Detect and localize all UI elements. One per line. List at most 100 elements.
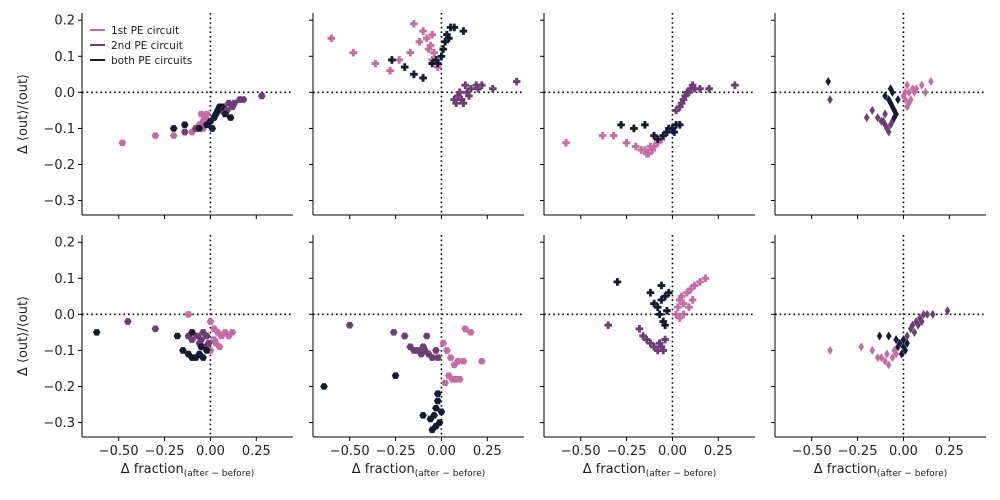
data-point (452, 99, 460, 107)
data-point (674, 303, 682, 311)
data-point (428, 59, 437, 68)
series-c3 (169, 103, 235, 132)
data-point (489, 84, 497, 93)
data-point (437, 52, 446, 61)
series-c3 (388, 23, 468, 82)
data-point (439, 339, 448, 347)
data-point (913, 84, 920, 94)
data-point (869, 345, 876, 355)
series-c2 (904, 306, 951, 341)
data-point (648, 146, 657, 154)
x-axis-label: Δ fraction(after − before) (583, 462, 717, 479)
data-point (944, 306, 951, 316)
data-point (825, 77, 831, 87)
data-point (884, 349, 890, 359)
data-point (906, 98, 912, 108)
data-point (433, 59, 442, 68)
data-point (646, 339, 655, 348)
data-point (659, 131, 668, 140)
data-point (410, 20, 418, 28)
data-point (657, 281, 666, 290)
data-point (609, 131, 618, 140)
data-point (900, 335, 907, 345)
data-point (454, 357, 462, 365)
data-point (898, 349, 905, 359)
x-tick-label: 0.25 (704, 444, 733, 459)
data-point (428, 30, 437, 39)
data-point (679, 95, 688, 104)
data-point (685, 303, 693, 311)
data-point (188, 336, 196, 343)
data-point (180, 121, 189, 129)
data-point (911, 87, 918, 97)
y-tick-label: 0.0 (54, 308, 75, 323)
data-point (443, 30, 451, 39)
x-axis-label: Δ fraction(after − before) (121, 462, 255, 479)
data-point (439, 45, 448, 53)
data-point (437, 408, 446, 416)
legend-entry-2: 2nd PE circuit (90, 40, 183, 52)
data-point (210, 336, 218, 343)
x-tick-label: 0.25 (242, 444, 271, 459)
data-point (885, 360, 892, 370)
series-c3 (320, 372, 446, 434)
y-tick-label: 0.1 (54, 272, 75, 287)
data-point (906, 87, 912, 97)
legend-label: 1st PE circuit (111, 25, 179, 37)
data-point (874, 113, 881, 123)
data-point (202, 110, 211, 118)
data-point (419, 74, 427, 82)
x-tick-label: 0.00 (196, 444, 225, 459)
legend: 1st PE circuit 2nd PE circuit both PE circ… (90, 25, 192, 67)
y-axis-label: Δ ⟨out⟩/⟨out⟩ (16, 296, 31, 376)
data-point (432, 404, 440, 412)
x-tick-label: 0.25 (473, 444, 502, 459)
data-point (869, 105, 876, 115)
data-point (683, 288, 691, 297)
data-point (922, 87, 929, 97)
data-point (426, 41, 435, 50)
panel-r1-c2: −0.50 −0.25 0.00 0.25 Δ fraction(after − bef… (540, 235, 755, 479)
series-c1 (827, 342, 899, 370)
data-point (642, 149, 651, 158)
data-point (635, 324, 644, 333)
data-point (613, 278, 622, 286)
data-point (226, 114, 235, 121)
x-tick-label: −0.50 (330, 444, 370, 459)
data-point (878, 353, 885, 363)
data-point (465, 92, 473, 100)
data-point (461, 325, 470, 333)
legend-entry-3: both PE circuits (90, 55, 192, 67)
y-tick-label: 0.2 (54, 14, 75, 29)
data-point (690, 281, 699, 290)
data-point (653, 303, 662, 311)
data-point (386, 66, 394, 75)
data-point (885, 331, 892, 341)
legend-entry-1: 1st PE circuit (90, 25, 179, 37)
x-tick-label: 0.25 (935, 444, 964, 459)
data-point (918, 80, 925, 90)
data-point (646, 288, 655, 297)
data-point (415, 38, 424, 46)
data-point (433, 390, 442, 398)
y-tick-label: −0.2 (43, 158, 75, 173)
data-point (179, 347, 187, 354)
series-c3 (876, 331, 910, 359)
series-c1 (672, 274, 710, 322)
data-point (424, 45, 433, 53)
data-point (455, 88, 464, 97)
series-c2 (672, 81, 739, 115)
data-point (221, 110, 229, 118)
panel-r1-c1: −0.50 −0.25 0.00 0.25 Δ fraction(after − bef… (309, 235, 524, 479)
data-point (670, 128, 679, 136)
series-c1 (327, 20, 442, 75)
data-point (457, 95, 466, 104)
data-point (731, 81, 739, 89)
data-point (650, 343, 658, 351)
data-point (677, 99, 686, 107)
data-point (659, 346, 668, 355)
data-point (151, 325, 160, 333)
data-point (204, 339, 213, 347)
data-point (169, 125, 178, 132)
